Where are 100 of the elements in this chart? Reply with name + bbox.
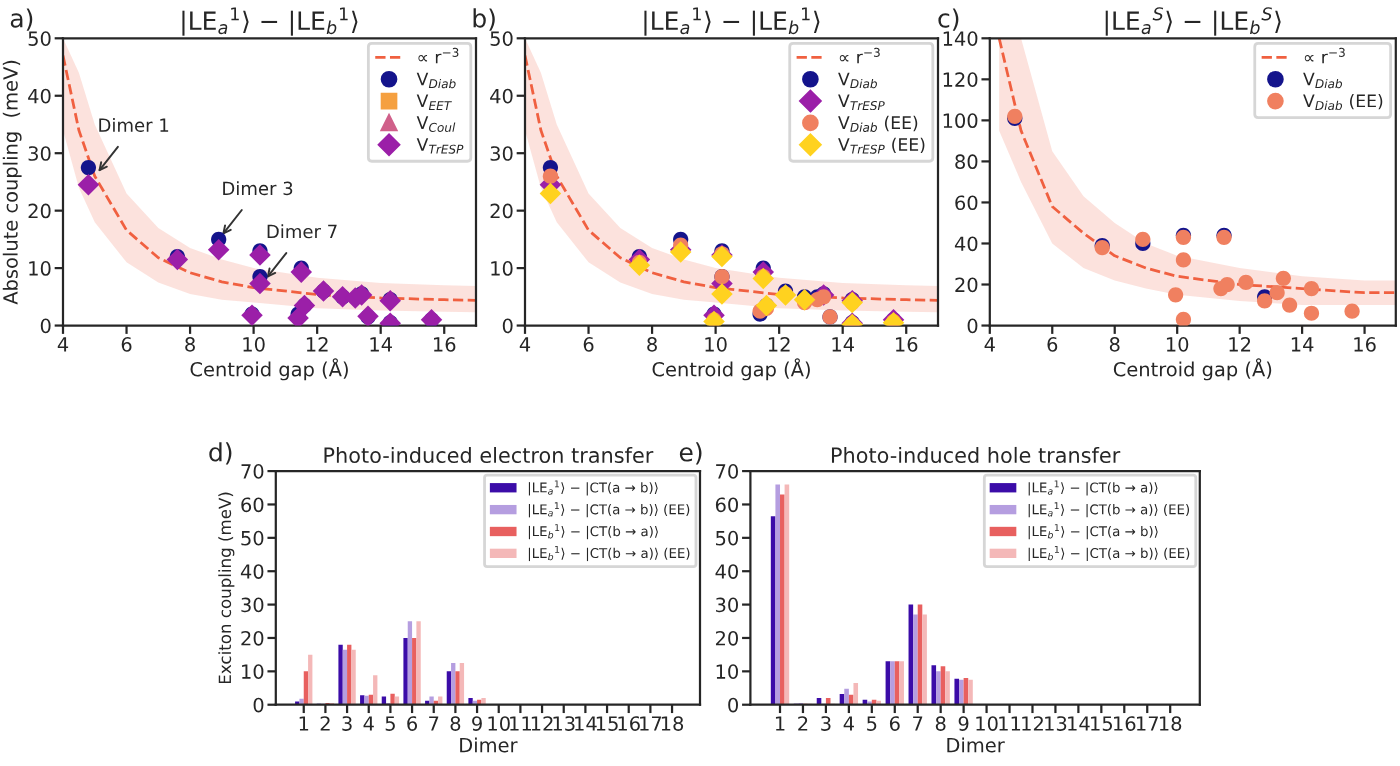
legend-label: V$_{TrESP}$ [416, 138, 464, 154]
x-tick-label: 12 [1229, 337, 1251, 352]
legend-label: V$_{EET}$ [416, 94, 452, 110]
y-tick-label: 0 [967, 318, 978, 334]
x-tick-label: 17 [640, 716, 662, 731]
y-tick-label: 30 [28, 146, 51, 161]
y-tick-label: 0 [728, 697, 738, 713]
x-tick-label: 13 [553, 716, 575, 731]
x-tick-label: 11 [999, 716, 1021, 731]
legend-label: V$_{Diab}$ [1303, 72, 1343, 89]
legend-label: V$_{TrESP}$ (EE) [838, 137, 925, 154]
x-tick-label: 9 [958, 716, 969, 731]
x-tick-label: 8 [647, 337, 657, 352]
x-tick-label: 12 [531, 716, 553, 731]
text: a) [10, 8, 33, 31]
text: c) [938, 8, 959, 31]
x-tick-label: 4 [519, 337, 531, 352]
x-tick-label: 15 [1091, 716, 1113, 731]
x-tick-label: 18 [661, 716, 684, 731]
x-tick-label: 12 [306, 337, 328, 352]
y-tick-label: 20 [715, 630, 738, 646]
x-tick-label: 5 [385, 716, 395, 731]
y-tick-label: 50 [241, 530, 264, 546]
x-tick-label: 16 [618, 716, 640, 731]
x-axis-title: Centroid gap (Å) [1113, 358, 1272, 381]
x-tick-label: 6 [121, 337, 132, 352]
x-tick-label: 4 [57, 337, 69, 352]
y-tick-label: 10 [716, 664, 738, 680]
legend-label: V$_{TrESP}$ [838, 94, 885, 111]
x-tick-label: 4 [984, 337, 995, 352]
y-tick-label: 50 [716, 530, 738, 546]
legend-label: ∝ r$^{−3}$ [418, 47, 459, 64]
x-tick-label: 6 [407, 716, 418, 731]
x-tick-label: 8 [1109, 337, 1120, 352]
x-tick-label: 10 [1166, 337, 1189, 352]
x-axis-title: Dimer [460, 737, 518, 753]
y-tick-label: 40 [954, 236, 978, 252]
x-tick-label: 17 [1137, 716, 1158, 731]
y-tick-label: 70 [241, 464, 264, 479]
x-tick-label: 16 [896, 337, 918, 352]
x-tick-label: 7 [429, 716, 439, 731]
x-tick-label: 2 [320, 716, 330, 731]
y-tick-label: 20 [490, 203, 513, 219]
y-tick-label: 10 [242, 664, 264, 680]
x-axis-title: Centroid gap (Å) [652, 358, 810, 381]
y-axis-title: Exciton coupling (meV) [218, 492, 235, 684]
legend-label: V$_{Diab}$ (EE) [1303, 94, 1383, 111]
y-tick-label: 60 [955, 195, 978, 211]
y-tick-label: 40 [490, 88, 513, 104]
x-tick-label: 4 [843, 716, 854, 731]
x-tick-label: 14 [1068, 716, 1090, 731]
x-tick-label: 11 [510, 716, 531, 731]
text: e) [679, 442, 702, 465]
legend-label: V$_{Diab}$ (EE) [838, 115, 918, 132]
x-tick-label: 6 [1047, 337, 1058, 352]
y-tick-label: 100 [943, 113, 978, 129]
x-tick-label: 15 [596, 716, 618, 731]
x-tick-label: 2 [798, 716, 808, 731]
y-tick-label: 120 [943, 72, 978, 87]
y-tick-label: 70 [716, 464, 738, 479]
y-tick-label: 0 [502, 318, 513, 334]
x-tick-label: 6 [889, 716, 900, 731]
y-tick-label: 30 [490, 146, 513, 161]
x-tick-label: 16 [1114, 716, 1136, 731]
x-tick-label: 3 [821, 716, 831, 731]
y-tick-label: 50 [28, 31, 51, 46]
x-tick-label: 6 [583, 337, 594, 352]
legend-label: ∝ r$^{−3}$ [839, 47, 880, 64]
chart-title: |LE$_{a}$$^{S}$⟩ − |LE$_{b}$$^{S}$⟩ [1105, 7, 1281, 36]
chart-title: |LE$_{a}$$^{1}$⟩ − |LE$_{b}$$^{1}$⟩ [644, 7, 820, 36]
x-tick-label: 12 [1022, 716, 1043, 731]
x-tick-label: 8 [935, 716, 946, 731]
y-tick-label: 0 [253, 697, 264, 713]
x-tick-label: 16 [1354, 337, 1376, 352]
x-tick-label: 18 [1159, 716, 1182, 731]
x-tick-label: 1 [775, 716, 785, 731]
y-tick-label: 50 [490, 31, 513, 46]
legend-label: V$_{Diab}$ [838, 72, 877, 89]
y-tick-label: 60 [241, 497, 264, 513]
legend-label: V$_{Diab}$ [416, 72, 456, 89]
y-tick-label: 20 [241, 630, 264, 646]
x-tick-label: 3 [342, 716, 352, 731]
y-tick-label: 80 [955, 154, 978, 170]
y-tick-label: 10 [491, 261, 513, 276]
x-tick-label: 16 [434, 337, 456, 352]
x-tick-label: 10 [705, 337, 727, 352]
annotation: Dimer 1 [99, 118, 169, 132]
x-tick-label: 10 [976, 716, 998, 731]
x-tick-label: 14 [832, 337, 854, 352]
x-tick-label: 14 [370, 337, 392, 352]
y-tick-label: 40 [240, 564, 264, 579]
y-tick-label: 10 [29, 261, 51, 276]
y-tick-label: 30 [716, 597, 738, 613]
x-tick-label: 8 [450, 716, 461, 731]
y-tick-label: 30 [241, 597, 264, 613]
chart-title: Photo-induced hole transfer [831, 446, 1121, 464]
x-tick-label: 7 [913, 716, 923, 731]
x-tick-label: 9 [472, 716, 482, 731]
y-tick-label: 140 [943, 31, 978, 46]
x-tick-label: 12 [768, 337, 790, 352]
